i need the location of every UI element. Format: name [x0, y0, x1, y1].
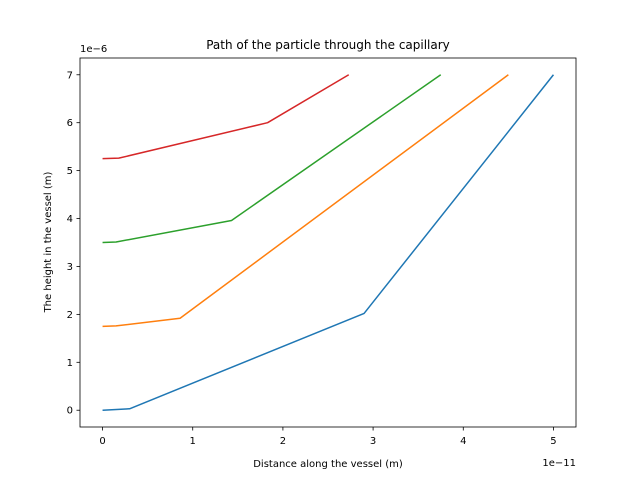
y-tick-label: 2 [67, 310, 73, 321]
y-tick-label: 4 [67, 214, 73, 225]
y-axis-ticks: 0 1 2 3 4 5 6 7 [67, 70, 80, 417]
y-tick-label: 6 [67, 118, 73, 129]
x-tick-label: 3 [370, 436, 376, 447]
y-tick-label: 0 [67, 406, 73, 417]
x-tick-label: 1 [190, 436, 196, 447]
y-axis-label: The height in the vessel (m) [43, 171, 54, 313]
x-tick-label: 0 [99, 436, 105, 447]
y-tick-label: 5 [67, 166, 73, 177]
x-axis-label: Distance along the vessel (m) [253, 459, 403, 470]
series-line-4 [102, 74, 350, 160]
plot-frame [79, 57, 577, 428]
x-tick-label: 4 [460, 436, 466, 447]
series-line-1 [102, 74, 555, 411]
x-tick-label: 5 [550, 436, 556, 447]
plot-lines [102, 74, 555, 411]
x-tick-label: 2 [280, 436, 286, 447]
y-tick-label: 7 [67, 70, 73, 81]
y-tick-label: 1 [67, 358, 73, 369]
series-line-2 [102, 74, 509, 328]
series-line-3 [102, 74, 442, 244]
y-tick-label: 3 [67, 262, 73, 273]
x-offset-label: 1e−11 [542, 458, 576, 469]
y-offset-label: 1e−6 [80, 44, 107, 55]
chart-title: Path of the particle through the capilla… [206, 38, 450, 52]
x-axis-ticks: 0 1 2 3 4 5 [99, 427, 557, 447]
